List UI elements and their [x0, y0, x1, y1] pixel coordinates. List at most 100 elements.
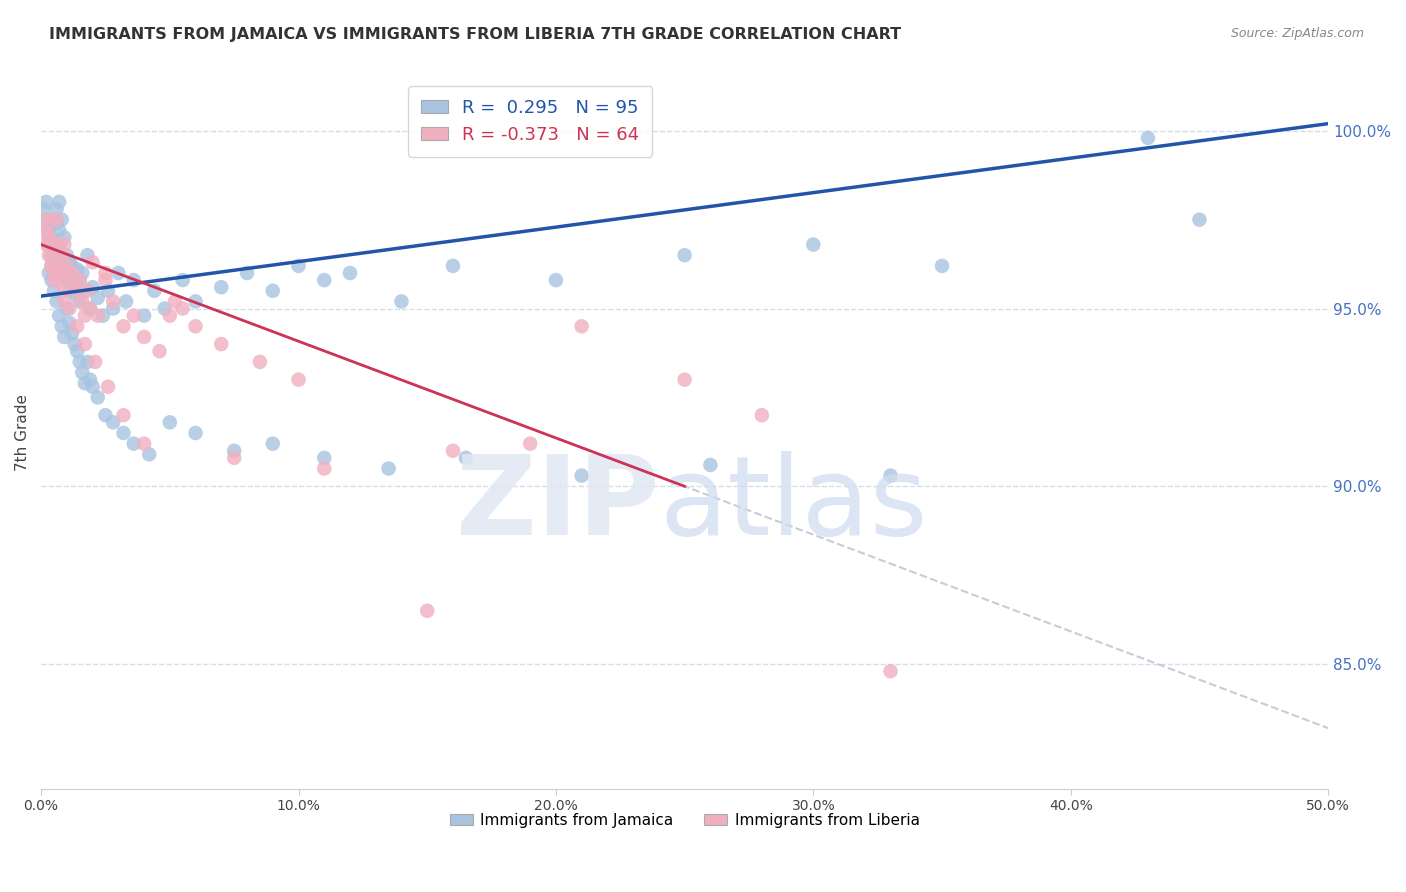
Point: [60, 259, 83, 273]
Point: [87, 391, 110, 405]
Point: [76, 248, 98, 262]
Point: [48, 237, 70, 252]
Point: [56, 273, 79, 287]
Point: [63, 277, 86, 291]
Point: [72, 294, 94, 309]
Point: [66, 319, 89, 334]
Point: [184, 294, 207, 309]
Point: [60, 273, 83, 287]
Point: [38, 230, 60, 244]
Point: [35, 237, 58, 252]
Point: [41, 259, 63, 273]
Point: [41, 248, 63, 262]
Point: [571, 468, 593, 483]
Point: [58, 273, 80, 287]
Point: [38, 248, 60, 262]
Point: [53, 294, 76, 309]
Point: [66, 262, 89, 277]
Point: [931, 259, 953, 273]
Point: [48, 259, 70, 273]
Point: [879, 468, 901, 483]
Point: [97, 284, 120, 298]
Text: Source: ZipAtlas.com: Source: ZipAtlas.com: [1230, 27, 1364, 40]
Point: [103, 301, 125, 316]
Point: [35, 194, 58, 209]
Point: [94, 408, 117, 422]
Point: [699, 458, 721, 472]
Text: atlas: atlas: [659, 450, 928, 558]
Text: IMMIGRANTS FROM JAMAICA VS IMMIGRANTS FROM LIBERIA 7TH GRADE CORRELATION CHART: IMMIGRANTS FROM JAMAICA VS IMMIGRANTS FR…: [49, 27, 901, 42]
Point: [69, 294, 91, 309]
Point: [79, 301, 101, 316]
Point: [79, 301, 101, 316]
Point: [42, 212, 65, 227]
Point: [45, 212, 67, 227]
Point: [45, 248, 67, 262]
Point: [209, 280, 232, 294]
Point: [132, 436, 155, 450]
Point: [1136, 131, 1159, 145]
Point: [73, 376, 96, 391]
Point: [122, 436, 145, 450]
Point: [159, 415, 181, 429]
Point: [91, 309, 114, 323]
Text: ZIP: ZIP: [456, 450, 659, 558]
Point: [48, 194, 70, 209]
Point: [143, 284, 166, 298]
Y-axis label: 7th Grade: 7th Grade: [15, 394, 30, 472]
Point: [45, 216, 67, 230]
Point: [48, 273, 70, 287]
Point: [84, 355, 107, 369]
Point: [172, 273, 194, 287]
Point: [42, 266, 65, 280]
Point: [184, 319, 207, 334]
Point: [314, 273, 336, 287]
Point: [132, 309, 155, 323]
Point: [66, 284, 89, 298]
Point: [56, 248, 79, 262]
Point: [262, 436, 284, 450]
Point: [58, 316, 80, 330]
Point: [72, 266, 94, 280]
Point: [82, 255, 104, 269]
Point: [879, 664, 901, 678]
Point: [53, 284, 76, 298]
Point: [122, 273, 145, 287]
Point: [138, 447, 160, 461]
Point: [42, 244, 65, 259]
Point: [58, 301, 80, 316]
Point: [73, 309, 96, 323]
Point: [441, 259, 464, 273]
Point: [38, 223, 60, 237]
Point: [51, 319, 73, 334]
Point: [51, 248, 73, 262]
Point: [97, 380, 120, 394]
Point: [103, 294, 125, 309]
Point: [45, 202, 67, 216]
Point: [63, 277, 86, 291]
Point: [45, 294, 67, 309]
Point: [58, 255, 80, 269]
Legend: Immigrants from Jamaica, Immigrants from Liberia: Immigrants from Jamaica, Immigrants from…: [443, 807, 925, 834]
Point: [35, 223, 58, 237]
Point: [391, 294, 413, 309]
Point: [153, 301, 176, 316]
Point: [79, 373, 101, 387]
Point: [339, 266, 361, 280]
Point: [42, 284, 65, 298]
Point: [42, 273, 65, 287]
Point: [107, 266, 129, 280]
Point: [51, 259, 73, 273]
Point: [51, 266, 73, 280]
Point: [673, 373, 696, 387]
Point: [287, 259, 309, 273]
Point: [314, 461, 336, 475]
Point: [45, 259, 67, 273]
Point: [87, 291, 110, 305]
Point: [72, 366, 94, 380]
Point: [51, 212, 73, 227]
Point: [571, 319, 593, 334]
Point: [38, 237, 60, 252]
Point: [69, 355, 91, 369]
Point: [69, 273, 91, 287]
